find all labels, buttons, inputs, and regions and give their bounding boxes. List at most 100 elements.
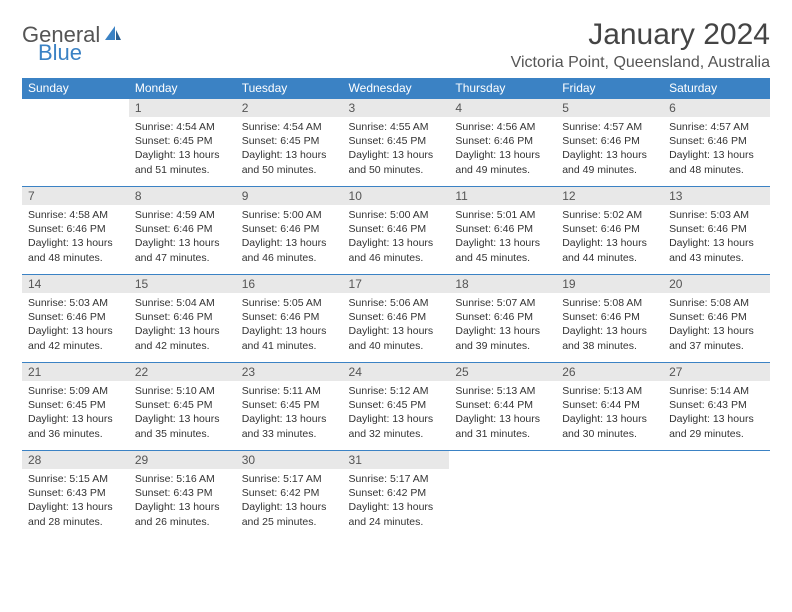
day-details: Sunrise: 5:15 AMSunset: 6:43 PMDaylight:… <box>22 469 129 535</box>
calendar-cell: 30Sunrise: 5:17 AMSunset: 6:42 PMDayligh… <box>236 451 343 539</box>
day-details: Sunrise: 5:06 AMSunset: 6:46 PMDaylight:… <box>343 293 450 359</box>
logo-text-blue: Blue <box>38 40 82 65</box>
calendar-cell <box>663 451 770 539</box>
calendar-cell: 3Sunrise: 4:55 AMSunset: 6:45 PMDaylight… <box>343 99 450 187</box>
calendar-cell: 5Sunrise: 4:57 AMSunset: 6:46 PMDaylight… <box>556 99 663 187</box>
day-details: Sunrise: 5:00 AMSunset: 6:46 PMDaylight:… <box>343 205 450 271</box>
day-details: Sunrise: 5:16 AMSunset: 6:43 PMDaylight:… <box>129 469 236 535</box>
day-number: 12 <box>556 187 663 205</box>
day-number: 28 <box>22 451 129 469</box>
calendar-cell: 15Sunrise: 5:04 AMSunset: 6:46 PMDayligh… <box>129 275 236 363</box>
day-number: 20 <box>663 275 770 293</box>
month-title: January 2024 <box>511 18 770 52</box>
day-details: Sunrise: 4:56 AMSunset: 6:46 PMDaylight:… <box>449 117 556 183</box>
calendar-table: Sunday Monday Tuesday Wednesday Thursday… <box>22 78 770 539</box>
calendar-cell: 13Sunrise: 5:03 AMSunset: 6:46 PMDayligh… <box>663 187 770 275</box>
calendar-cell: 4Sunrise: 4:56 AMSunset: 6:46 PMDaylight… <box>449 99 556 187</box>
calendar-cell: 28Sunrise: 5:15 AMSunset: 6:43 PMDayligh… <box>22 451 129 539</box>
calendar-cell: 26Sunrise: 5:13 AMSunset: 6:44 PMDayligh… <box>556 363 663 451</box>
calendar-cell <box>449 451 556 539</box>
day-number: 25 <box>449 363 556 381</box>
day-number: 30 <box>236 451 343 469</box>
day-number: 18 <box>449 275 556 293</box>
calendar-cell: 24Sunrise: 5:12 AMSunset: 6:45 PMDayligh… <box>343 363 450 451</box>
calendar-cell: 31Sunrise: 5:17 AMSunset: 6:42 PMDayligh… <box>343 451 450 539</box>
day-details: Sunrise: 4:57 AMSunset: 6:46 PMDaylight:… <box>663 117 770 183</box>
day-details: Sunrise: 5:13 AMSunset: 6:44 PMDaylight:… <box>556 381 663 447</box>
calendar-cell: 21Sunrise: 5:09 AMSunset: 6:45 PMDayligh… <box>22 363 129 451</box>
day-details: Sunrise: 4:55 AMSunset: 6:45 PMDaylight:… <box>343 117 450 183</box>
calendar-cell: 6Sunrise: 4:57 AMSunset: 6:46 PMDaylight… <box>663 99 770 187</box>
weekday-header: Wednesday <box>343 78 450 99</box>
calendar-week-row: 14Sunrise: 5:03 AMSunset: 6:46 PMDayligh… <box>22 275 770 363</box>
calendar-week-row: 1Sunrise: 4:54 AMSunset: 6:45 PMDaylight… <box>22 99 770 187</box>
day-details: Sunrise: 5:17 AMSunset: 6:42 PMDaylight:… <box>236 469 343 535</box>
day-details: Sunrise: 4:59 AMSunset: 6:46 PMDaylight:… <box>129 205 236 271</box>
calendar-cell: 18Sunrise: 5:07 AMSunset: 6:46 PMDayligh… <box>449 275 556 363</box>
day-number: 3 <box>343 99 450 117</box>
day-details: Sunrise: 5:07 AMSunset: 6:46 PMDaylight:… <box>449 293 556 359</box>
calendar-cell: 22Sunrise: 5:10 AMSunset: 6:45 PMDayligh… <box>129 363 236 451</box>
day-details: Sunrise: 5:03 AMSunset: 6:46 PMDaylight:… <box>663 205 770 271</box>
calendar-cell: 25Sunrise: 5:13 AMSunset: 6:44 PMDayligh… <box>449 363 556 451</box>
day-number: 1 <box>129 99 236 117</box>
day-details: Sunrise: 5:17 AMSunset: 6:42 PMDaylight:… <box>343 469 450 535</box>
day-details: Sunrise: 5:05 AMSunset: 6:46 PMDaylight:… <box>236 293 343 359</box>
calendar-body: 1Sunrise: 4:54 AMSunset: 6:45 PMDaylight… <box>22 99 770 539</box>
day-number: 17 <box>343 275 450 293</box>
day-number: 7 <box>22 187 129 205</box>
calendar-cell <box>556 451 663 539</box>
calendar-cell <box>22 99 129 187</box>
calendar-cell: 16Sunrise: 5:05 AMSunset: 6:46 PMDayligh… <box>236 275 343 363</box>
weekday-header: Monday <box>129 78 236 99</box>
day-details: Sunrise: 5:08 AMSunset: 6:46 PMDaylight:… <box>663 293 770 359</box>
calendar-cell: 8Sunrise: 4:59 AMSunset: 6:46 PMDaylight… <box>129 187 236 275</box>
day-details: Sunrise: 5:04 AMSunset: 6:46 PMDaylight:… <box>129 293 236 359</box>
calendar-cell: 12Sunrise: 5:02 AMSunset: 6:46 PMDayligh… <box>556 187 663 275</box>
weekday-header: Thursday <box>449 78 556 99</box>
day-details: Sunrise: 5:13 AMSunset: 6:44 PMDaylight:… <box>449 381 556 447</box>
calendar-cell: 2Sunrise: 4:54 AMSunset: 6:45 PMDaylight… <box>236 99 343 187</box>
day-details: Sunrise: 4:58 AMSunset: 6:46 PMDaylight:… <box>22 205 129 271</box>
weekday-header: Saturday <box>663 78 770 99</box>
calendar-week-row: 7Sunrise: 4:58 AMSunset: 6:46 PMDaylight… <box>22 187 770 275</box>
calendar-week-row: 21Sunrise: 5:09 AMSunset: 6:45 PMDayligh… <box>22 363 770 451</box>
day-number: 13 <box>663 187 770 205</box>
logo-sail-icon <box>103 24 123 47</box>
day-number: 10 <box>343 187 450 205</box>
logo-text-blue-wrap: Blue <box>38 40 82 66</box>
calendar-cell: 1Sunrise: 4:54 AMSunset: 6:45 PMDaylight… <box>129 99 236 187</box>
calendar-cell: 11Sunrise: 5:01 AMSunset: 6:46 PMDayligh… <box>449 187 556 275</box>
day-number: 23 <box>236 363 343 381</box>
day-number: 16 <box>236 275 343 293</box>
calendar-week-row: 28Sunrise: 5:15 AMSunset: 6:43 PMDayligh… <box>22 451 770 539</box>
day-number: 14 <box>22 275 129 293</box>
day-details: Sunrise: 5:08 AMSunset: 6:46 PMDaylight:… <box>556 293 663 359</box>
calendar-cell: 7Sunrise: 4:58 AMSunset: 6:46 PMDaylight… <box>22 187 129 275</box>
day-number: 27 <box>663 363 770 381</box>
day-details: Sunrise: 5:01 AMSunset: 6:46 PMDaylight:… <box>449 205 556 271</box>
day-number: 24 <box>343 363 450 381</box>
day-details: Sunrise: 5:02 AMSunset: 6:46 PMDaylight:… <box>556 205 663 271</box>
day-details: Sunrise: 4:57 AMSunset: 6:46 PMDaylight:… <box>556 117 663 183</box>
calendar-cell: 14Sunrise: 5:03 AMSunset: 6:46 PMDayligh… <box>22 275 129 363</box>
calendar-cell: 10Sunrise: 5:00 AMSunset: 6:46 PMDayligh… <box>343 187 450 275</box>
day-number: 21 <box>22 363 129 381</box>
day-number: 6 <box>663 99 770 117</box>
day-details: Sunrise: 5:09 AMSunset: 6:45 PMDaylight:… <box>22 381 129 447</box>
day-number: 31 <box>343 451 450 469</box>
day-number: 4 <box>449 99 556 117</box>
day-details: Sunrise: 4:54 AMSunset: 6:45 PMDaylight:… <box>129 117 236 183</box>
day-number: 19 <box>556 275 663 293</box>
day-number: 22 <box>129 363 236 381</box>
calendar-cell: 23Sunrise: 5:11 AMSunset: 6:45 PMDayligh… <box>236 363 343 451</box>
day-number: 2 <box>236 99 343 117</box>
calendar-cell: 27Sunrise: 5:14 AMSunset: 6:43 PMDayligh… <box>663 363 770 451</box>
calendar-cell: 29Sunrise: 5:16 AMSunset: 6:43 PMDayligh… <box>129 451 236 539</box>
day-number: 5 <box>556 99 663 117</box>
day-number: 8 <box>129 187 236 205</box>
day-number: 15 <box>129 275 236 293</box>
day-number: 11 <box>449 187 556 205</box>
calendar-cell: 19Sunrise: 5:08 AMSunset: 6:46 PMDayligh… <box>556 275 663 363</box>
day-details: Sunrise: 4:54 AMSunset: 6:45 PMDaylight:… <box>236 117 343 183</box>
